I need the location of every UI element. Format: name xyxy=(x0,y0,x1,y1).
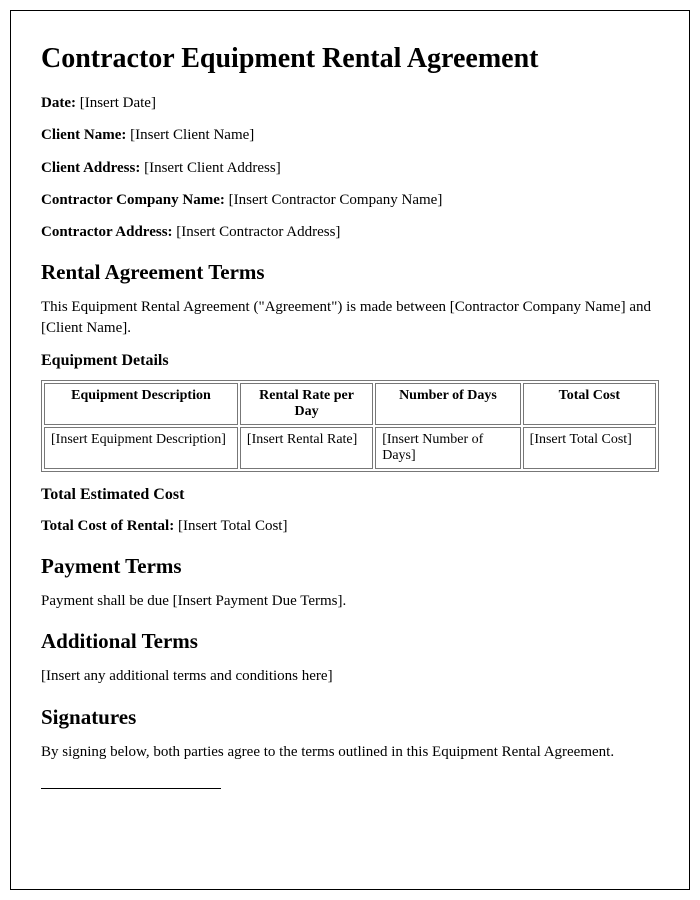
field-client-name: Client Name: [Insert Client Name] xyxy=(41,125,659,145)
payment-heading: Payment Terms xyxy=(41,554,659,579)
terms-heading: Rental Agreement Terms xyxy=(41,260,659,285)
signature-line xyxy=(41,788,221,789)
contractor-address-label: Contractor Address: xyxy=(41,224,173,240)
cell-description: [Insert Equipment Description] xyxy=(44,427,238,469)
col-total: Total Cost xyxy=(523,383,656,425)
cell-rate: [Insert Rental Rate] xyxy=(240,427,373,469)
contractor-name-label: Contractor Company Name: xyxy=(41,192,225,208)
contractor-address-value: [Insert Contractor Address] xyxy=(176,224,340,240)
contractor-name-value: [Insert Contractor Company Name] xyxy=(229,192,443,208)
date-value: [Insert Date] xyxy=(80,95,156,111)
signatures-text: By signing below, both parties agree to … xyxy=(41,742,659,762)
additional-text: [Insert any additional terms and conditi… xyxy=(41,666,659,686)
col-description: Equipment Description xyxy=(44,383,238,425)
terms-intro: This Equipment Rental Agreement ("Agreem… xyxy=(41,297,659,338)
table-header-row: Equipment Description Rental Rate per Da… xyxy=(44,383,656,425)
total-label: Total Cost of Rental: xyxy=(41,518,174,534)
payment-text: Payment shall be due [Insert Payment Due… xyxy=(41,591,659,611)
date-label: Date: xyxy=(41,95,76,111)
field-client-address: Client Address: [Insert Client Address] xyxy=(41,158,659,178)
signatures-heading: Signatures xyxy=(41,705,659,730)
col-rate: Rental Rate per Day xyxy=(240,383,373,425)
table-row: [Insert Equipment Description] [Insert R… xyxy=(44,427,656,469)
total-heading: Total Estimated Cost xyxy=(41,486,659,504)
client-address-value: [Insert Client Address] xyxy=(144,160,281,176)
document-page: Contractor Equipment Rental Agreement Da… xyxy=(10,10,690,890)
client-address-label: Client Address: xyxy=(41,160,140,176)
field-date: Date: [Insert Date] xyxy=(41,93,659,113)
additional-heading: Additional Terms xyxy=(41,629,659,654)
cell-total: [Insert Total Cost] xyxy=(523,427,656,469)
equipment-heading: Equipment Details xyxy=(41,352,659,370)
field-contractor-address: Contractor Address: [Insert Contractor A… xyxy=(41,222,659,242)
equipment-table: Equipment Description Rental Rate per Da… xyxy=(41,380,659,472)
client-name-label: Client Name: xyxy=(41,127,126,143)
col-days: Number of Days xyxy=(375,383,520,425)
client-name-value: [Insert Client Name] xyxy=(130,127,254,143)
cell-days: [Insert Number of Days] xyxy=(375,427,520,469)
total-value: [Insert Total Cost] xyxy=(178,518,288,534)
field-contractor-name: Contractor Company Name: [Insert Contrac… xyxy=(41,190,659,210)
total-line: Total Cost of Rental: [Insert Total Cost… xyxy=(41,516,659,536)
document-title: Contractor Equipment Rental Agreement xyxy=(41,43,659,75)
